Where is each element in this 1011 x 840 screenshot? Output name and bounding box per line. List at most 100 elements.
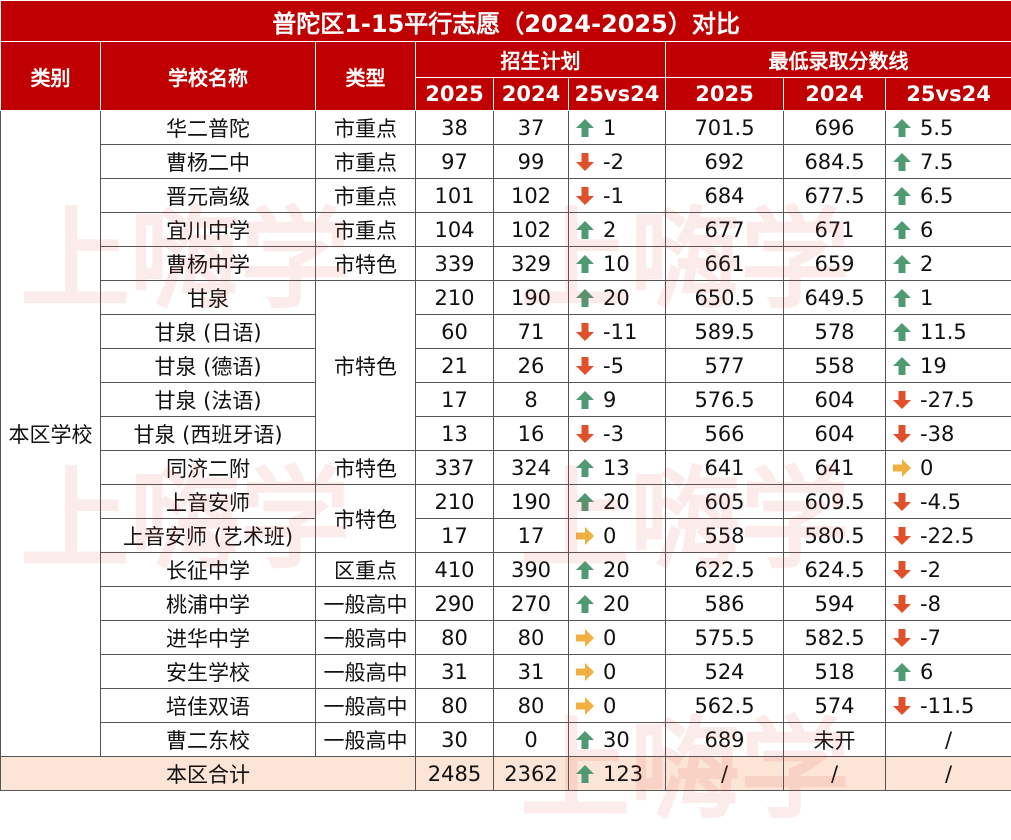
arrow-shape (893, 561, 911, 579)
school-cell: 桃浦中学 (101, 587, 316, 621)
header-cell: 学校名称 (101, 42, 316, 111)
value-cell: 102 (494, 213, 569, 247)
value-cell: 324 (494, 451, 569, 485)
value-cell: / (666, 757, 784, 791)
diff-value: -7 (920, 626, 941, 650)
diff-value: 7.5 (920, 150, 953, 174)
trend-arrow (575, 526, 595, 546)
diff-cell: -11 (569, 315, 666, 349)
value-cell: 16 (494, 417, 569, 451)
diff-wrap: 0 (886, 456, 1011, 480)
diff-cell: 0 (569, 519, 666, 553)
diff-cell: 7.5 (886, 145, 1011, 179)
trend-arrow (892, 288, 912, 308)
diff-value: 9 (603, 388, 616, 412)
school-cell: 同济二附 (101, 451, 316, 485)
trend-arrow (575, 390, 595, 410)
type-cell: 一般高中 (316, 723, 416, 757)
type-cell: 一般高中 (316, 587, 416, 621)
trend-arrow (892, 424, 912, 444)
value-cell: 689 (666, 723, 784, 757)
diff-wrap: -4.5 (886, 490, 1011, 514)
value-cell: 562.5 (666, 689, 784, 723)
trend-arrow (892, 220, 912, 240)
diff-value: 0 (603, 626, 616, 650)
diff-value: -2 (603, 150, 624, 174)
type-cell: 市特色 (316, 485, 416, 553)
trend-arrow (575, 560, 595, 580)
trend-arrow (892, 356, 912, 376)
school-cell: 甘泉 (日语) (101, 315, 316, 349)
value-cell: 701.5 (666, 111, 784, 145)
trend-arrow (575, 322, 595, 342)
arrow-shape (576, 255, 594, 273)
trend-arrow (575, 492, 595, 512)
diff-wrap: 20 (569, 558, 665, 582)
value-cell: 2485 (416, 757, 494, 791)
value-cell: 337 (416, 451, 494, 485)
value-cell: 671 (784, 213, 886, 247)
type-cell: 区重点 (316, 553, 416, 587)
value-cell: 558 (784, 349, 886, 383)
value-cell: 21 (416, 349, 494, 383)
arrow-shape (576, 595, 594, 613)
diff-value: 19 (920, 354, 947, 378)
value-cell: 190 (494, 281, 569, 315)
diff-value: 0 (603, 694, 616, 718)
school-cell: 上音安师 (艺术班) (101, 519, 316, 553)
diff-wrap: 20 (569, 592, 665, 616)
trend-arrow (575, 696, 595, 716)
arrow-shape (893, 391, 911, 409)
value-cell: 17 (416, 519, 494, 553)
trend-arrow (575, 424, 595, 444)
trend-arrow (892, 458, 912, 478)
sub-header-cell: 2024 (784, 78, 886, 111)
diff-cell: 0 (569, 655, 666, 689)
trend-arrow (892, 662, 912, 682)
diff-cell: / (886, 757, 1011, 791)
diff-value: -4.5 (920, 490, 961, 514)
diff-value: 1 (920, 286, 933, 310)
diff-value: -2 (920, 558, 941, 582)
diff-value: -1 (603, 184, 624, 208)
trend-arrow (575, 662, 595, 682)
trend-arrow (575, 186, 595, 206)
value-cell: 661 (666, 247, 784, 281)
arrow-shape (893, 527, 911, 545)
value-cell: 677.5 (784, 179, 886, 213)
diff-value: -22.5 (920, 524, 974, 548)
value-cell: 576.5 (666, 383, 784, 417)
value-cell: 17 (416, 383, 494, 417)
value-cell: 605 (666, 485, 784, 519)
school-cell: 曹杨中学 (101, 247, 316, 281)
type-cell: 市重点 (316, 179, 416, 213)
diff-cell: 10 (569, 247, 666, 281)
diff-wrap: 9 (569, 388, 665, 412)
diff-wrap: -5 (569, 354, 665, 378)
arrow-shape (576, 153, 594, 171)
diff-value: 13 (603, 456, 630, 480)
type-cell: 市重点 (316, 111, 416, 145)
trend-arrow (892, 322, 912, 342)
diff-value: 2 (603, 218, 616, 242)
diff-wrap: 2 (569, 218, 665, 242)
diff-wrap: 0 (569, 660, 665, 684)
diff-cell: 5.5 (886, 111, 1011, 145)
arrow-shape (893, 629, 911, 647)
school-cell: 长征中学 (101, 553, 316, 587)
value-cell: 594 (784, 587, 886, 621)
value-cell: 524 (666, 655, 784, 689)
value-cell: 80 (416, 621, 494, 655)
arrow-shape (576, 425, 594, 443)
value-cell: 31 (416, 655, 494, 689)
diff-cell: 20 (569, 485, 666, 519)
diff-cell: 0 (569, 689, 666, 723)
